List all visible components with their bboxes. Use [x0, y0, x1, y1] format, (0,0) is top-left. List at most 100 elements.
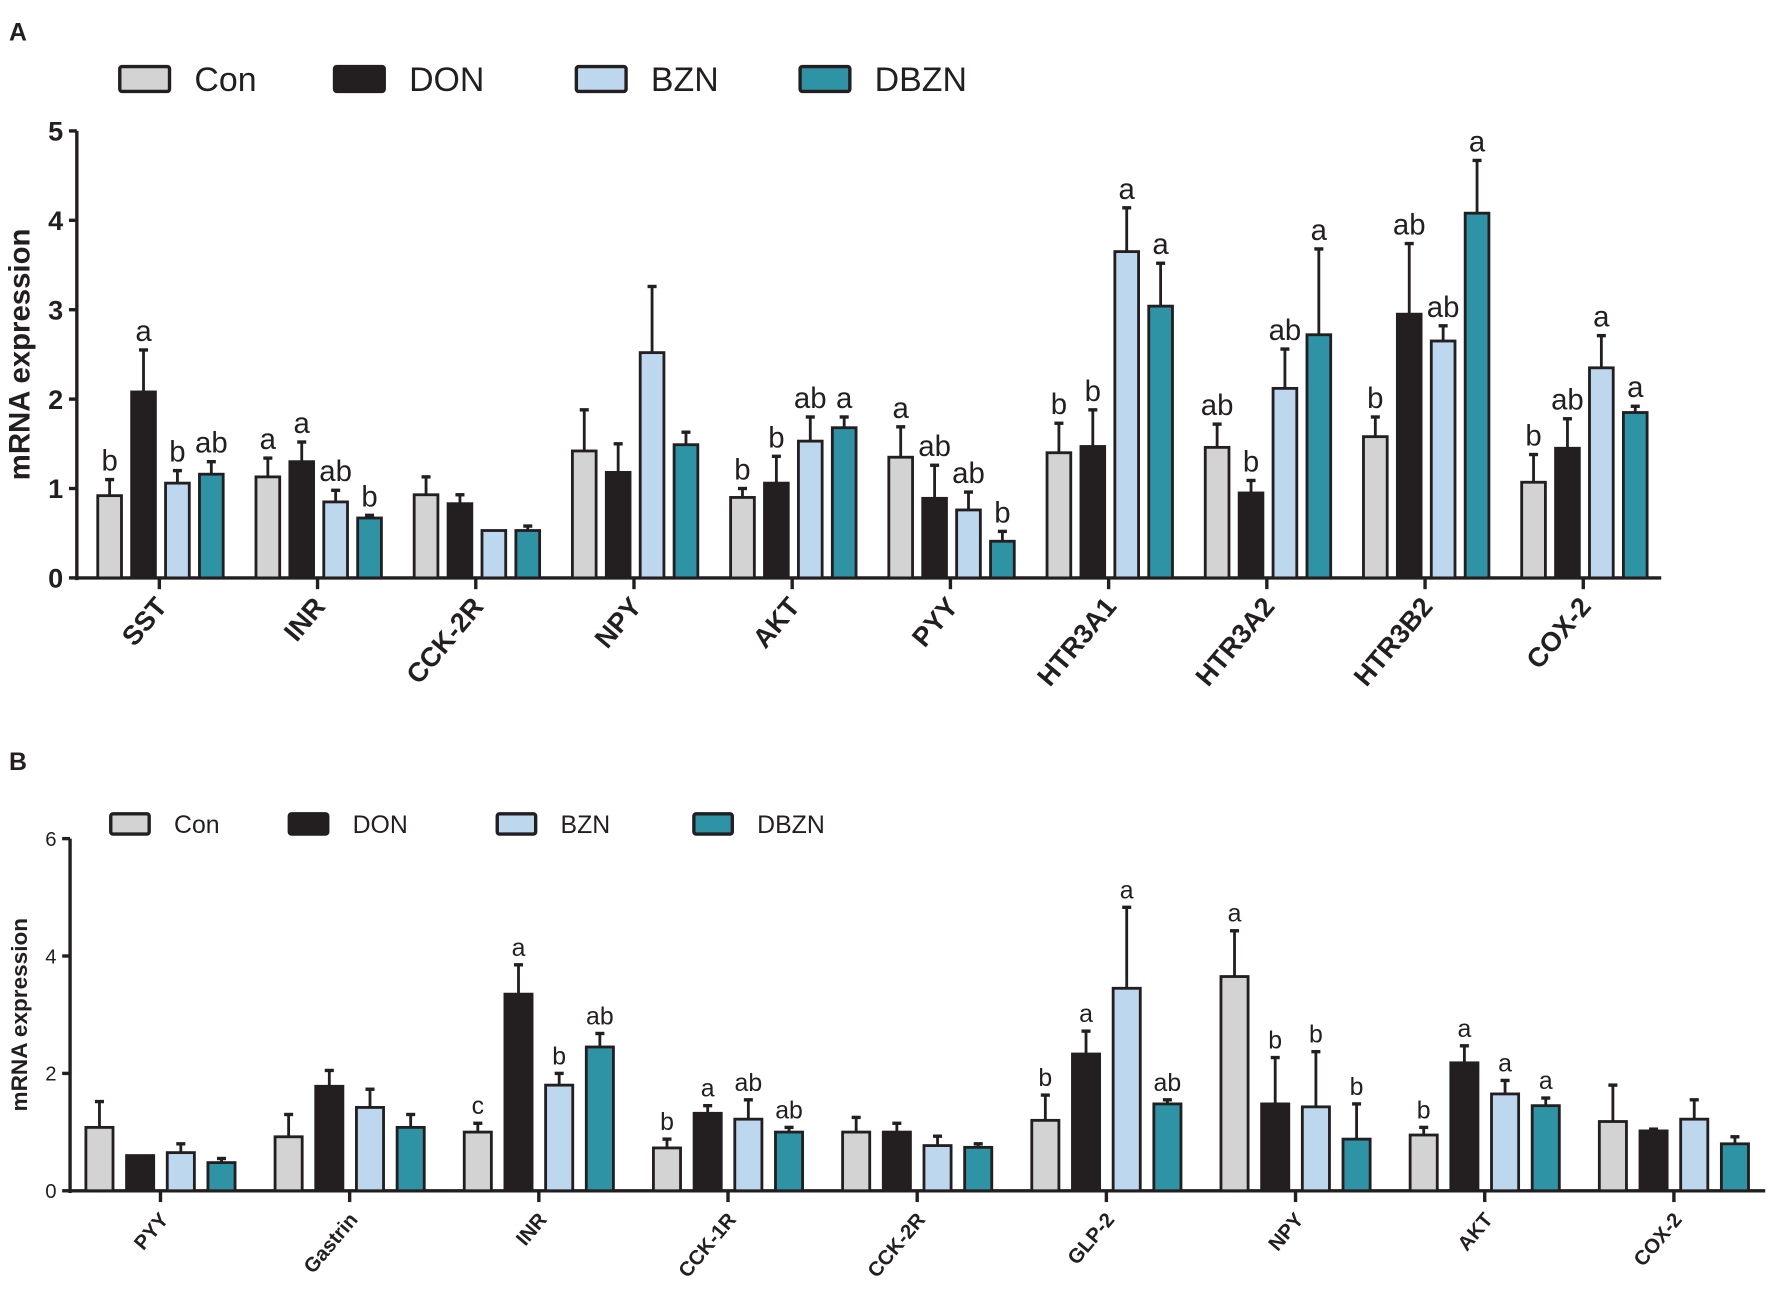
bar-bzn	[922, 1144, 953, 1193]
bar-dbzn	[1305, 333, 1333, 580]
legend-swatch-con	[109, 812, 151, 836]
bar-dbzn	[514, 529, 542, 580]
x-tick-label: PYY	[130, 1209, 173, 1255]
legend-swatch-con	[118, 64, 172, 94]
significance-letter: ab	[735, 1070, 763, 1097]
bar-dbzn	[989, 539, 1016, 580]
x-tick-label: HTR3A2	[1189, 591, 1281, 692]
bar-con	[570, 449, 598, 580]
significance-letter: a	[1593, 301, 1610, 334]
bar-don	[130, 390, 157, 580]
significance-letter: a	[1498, 1050, 1512, 1077]
bar-con	[1219, 975, 1250, 1193]
significance-letter: c	[472, 1093, 484, 1120]
bar-don	[921, 496, 948, 580]
bar-don	[1638, 1129, 1669, 1193]
bar-con	[887, 455, 914, 580]
y-tick-label: 4	[45, 946, 56, 968]
significance-letter: b	[1417, 1097, 1431, 1124]
bar-don	[446, 502, 474, 580]
bar-con	[1520, 480, 1547, 580]
significance-letter: a	[1311, 214, 1328, 247]
significance-letter: ab	[794, 382, 827, 415]
bar-bzn	[1679, 1117, 1710, 1193]
significance-letter: b	[169, 436, 185, 469]
significance-letter: b	[1309, 1022, 1323, 1049]
bar-dbzn	[584, 1045, 615, 1193]
bar-con	[1408, 1133, 1439, 1193]
significance-letter: a	[1228, 901, 1242, 928]
x-tick-label: PYY	[905, 591, 964, 652]
legend-swatch-dbzn	[798, 64, 852, 94]
significance-letter: ab	[195, 427, 228, 460]
bar-con	[729, 496, 756, 580]
legend-label-con: Con	[174, 812, 220, 839]
y-axis-label: mRNA expression	[3, 229, 36, 481]
bar-con	[1362, 435, 1389, 580]
significance-letter: a	[1627, 371, 1644, 404]
significance-letter: a	[893, 392, 910, 425]
significance-letter: ab	[586, 1003, 614, 1030]
bar-dbzn	[1530, 1104, 1561, 1193]
bar-con	[1203, 445, 1231, 580]
significance-letter: ab	[775, 1097, 803, 1124]
significance-letter: b	[1243, 445, 1259, 478]
bar-dbzn	[830, 426, 858, 580]
x-tick-label: AKT	[746, 591, 806, 654]
significance-letter: a	[1539, 1068, 1553, 1095]
significance-letter: a	[836, 382, 853, 415]
x-tick-label: GLP-2	[1064, 1209, 1119, 1269]
significance-letter: b	[994, 496, 1010, 529]
bar-con	[84, 1125, 115, 1193]
bar-dbzn	[206, 1161, 237, 1193]
bar-don	[881, 1130, 912, 1193]
significance-letter: ab	[918, 430, 951, 463]
legend-label-con: Con	[194, 61, 256, 99]
bar-con	[1030, 1118, 1061, 1193]
significance-letter: ab	[1427, 291, 1460, 324]
bar-don	[1395, 312, 1423, 580]
bar-con	[841, 1130, 872, 1193]
bar-don	[125, 1154, 156, 1193]
x-tick-label: CCK-2R	[864, 1209, 930, 1282]
bar-bzn	[1429, 339, 1457, 580]
bar-don	[692, 1111, 723, 1193]
bar-don	[763, 481, 790, 580]
legend-label-bzn: BZN	[561, 812, 611, 839]
significance-letter: ab	[1393, 209, 1426, 242]
panel-b-label: B	[9, 749, 27, 776]
significance-letter: a	[1079, 1001, 1093, 1028]
bar-con	[254, 475, 282, 580]
bar-bzn	[355, 1106, 385, 1193]
x-tick-label: COX-2	[1630, 1209, 1687, 1271]
significance-letter: b	[1051, 388, 1067, 421]
bar-bzn	[638, 351, 666, 580]
x-tick-label: AKT	[1454, 1209, 1498, 1256]
bar-dbzn	[395, 1125, 426, 1193]
bar-dbzn	[963, 1145, 994, 1193]
bar-dbzn	[1719, 1142, 1750, 1193]
significance-letter: ab	[1551, 384, 1584, 417]
significance-letter: b	[101, 445, 117, 478]
bar-con	[273, 1135, 304, 1193]
bar-bzn	[164, 481, 191, 580]
y-tick-label: 0	[45, 1181, 56, 1203]
significance-letter: b	[1038, 1065, 1052, 1092]
legend-swatch-don	[287, 812, 330, 836]
bar-con	[1045, 451, 1073, 580]
bar-don	[314, 1084, 345, 1193]
significance-letter: b	[660, 1109, 674, 1136]
significance-letter: b	[1268, 1028, 1282, 1055]
y-tick-label: 5	[48, 116, 63, 147]
y-axis-label: mRNA expression	[7, 918, 32, 1112]
bar-don	[288, 460, 316, 580]
bar-bzn	[1271, 386, 1299, 580]
bar-dbzn	[198, 472, 225, 580]
bar-bzn	[733, 1117, 764, 1193]
significance-letter: a	[512, 935, 526, 962]
bar-bzn	[1300, 1105, 1331, 1193]
panel-a-label: A	[9, 20, 27, 47]
bar-con	[1597, 1120, 1628, 1193]
